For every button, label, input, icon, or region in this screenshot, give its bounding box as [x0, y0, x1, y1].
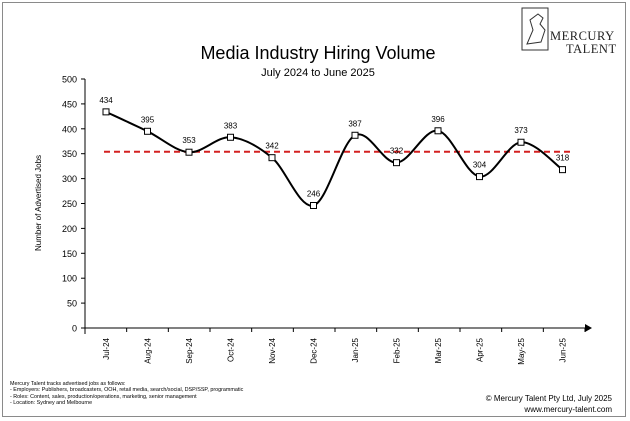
logo-line2: TALENT — [566, 42, 617, 56]
y-tick-label: 200 — [62, 224, 77, 234]
x-tick-label: May-25 — [517, 337, 526, 364]
data-label-sep-24: 353 — [182, 136, 196, 145]
data-label-mar-25: 396 — [431, 115, 445, 124]
chart-subtitle: July 2024 to June 2025 — [261, 67, 375, 79]
data-label-apr-25: 304 — [473, 161, 487, 170]
x-axis-arrow-icon — [585, 324, 592, 332]
logo-line1: MERCURY — [550, 29, 615, 43]
notes-item-employers: - Employers: Publishers, broadcasters, O… — [10, 387, 244, 394]
x-tick-label: Jan-25 — [351, 337, 360, 362]
data-label-jan-25: 387 — [348, 119, 362, 128]
y-tick-label: 450 — [62, 99, 77, 109]
data-point-jun-25 — [559, 166, 566, 174]
y-tick-label: 300 — [62, 174, 77, 184]
website-link[interactable]: www.mercury-talent.com — [524, 405, 612, 414]
data-point-nov-24 — [268, 154, 276, 162]
x-tick-label: Dec-24 — [310, 337, 319, 363]
x-tick-label: Oct-24 — [227, 337, 236, 362]
data-label-feb-25: 332 — [390, 147, 404, 156]
x-tick-label: Apr-25 — [476, 337, 485, 362]
data-point-jan-25 — [351, 131, 359, 139]
copyright-text: © Mercury Talent Pty Ltd, July 2025 — [485, 394, 612, 403]
data-point-apr-25 — [476, 173, 483, 181]
data-label-nov-24: 342 — [265, 142, 279, 151]
y-tick-label: 350 — [62, 149, 77, 159]
y-tick-label: 500 — [62, 75, 77, 85]
data-label-may-25: 373 — [514, 126, 528, 135]
x-tick-label: Sep-24 — [185, 337, 194, 363]
data-point-dec-24 — [310, 201, 317, 209]
methodology-notes: Mercury Talent tracks advertised jobs as… — [10, 381, 243, 407]
copyright-block: © Mercury Talent Pty Ltd, July 2025 www.… — [486, 393, 612, 415]
notes-item-roles: - Roles: Content, sales, production/oper… — [10, 393, 197, 400]
x-tick-label: Feb-25 — [393, 337, 402, 363]
data-label-jul-24: 434 — [99, 96, 113, 105]
mercury-talent-logo: MERCURY TALENT — [521, 7, 617, 56]
data-point-oct-24 — [227, 133, 234, 141]
data-point-feb-25 — [393, 159, 400, 167]
y-axis-label: Number of Advertised Jobs — [34, 155, 43, 251]
x-tick-label: Mar-25 — [434, 337, 443, 363]
y-tick-label: 250 — [62, 199, 77, 209]
y-tick-label: 0 — [72, 324, 77, 334]
chart-frame — [2, 2, 626, 417]
y-tick-label: 50 — [67, 299, 77, 309]
data-point-may-25 — [517, 138, 525, 146]
mercury-figure-icon — [526, 13, 546, 45]
notes-item-location: - Location: Sydney and Melbourne — [10, 400, 93, 407]
x-tick-label: Nov-24 — [268, 337, 277, 363]
notes-intro: Mercury Talent tracks advertised jobs as… — [10, 381, 126, 387]
x-tick-label: Jul-24 — [102, 337, 111, 359]
data-label-oct-24: 383 — [224, 121, 238, 130]
y-tick-label: 400 — [62, 124, 77, 134]
data-point-sep-24 — [185, 148, 193, 156]
y-tick-label: 100 — [62, 274, 77, 284]
data-label-jun-25: 318 — [556, 154, 570, 163]
data-point-jul-24 — [102, 108, 110, 116]
data-point-aug-24 — [144, 127, 151, 135]
data-label-dec-24: 246 — [307, 189, 321, 198]
series-line — [105, 110, 564, 207]
chart-title: Media Industry Hiring Volume — [200, 43, 435, 63]
x-tick-label: Jun-25 — [559, 337, 568, 362]
data-point-mar-25 — [434, 127, 442, 135]
data-label-aug-24: 395 — [141, 115, 155, 124]
y-tick-label: 150 — [62, 249, 77, 259]
x-tick-label: Aug-24 — [144, 337, 153, 363]
